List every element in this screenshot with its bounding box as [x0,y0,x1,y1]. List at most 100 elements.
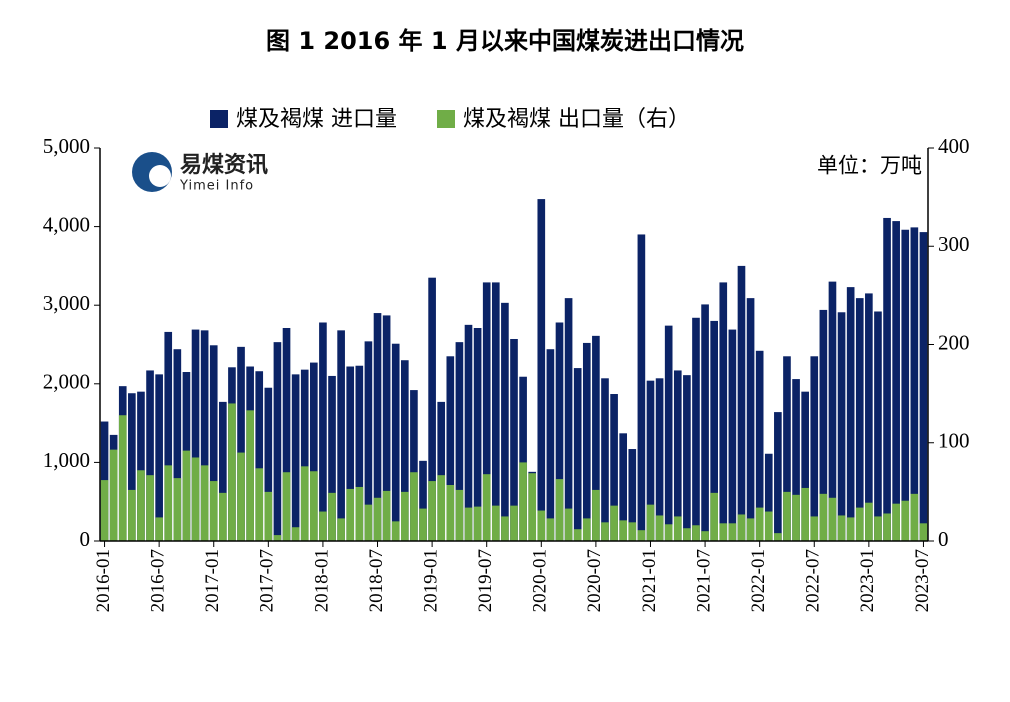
bar [892,221,900,541]
bar [146,370,154,541]
bar [100,480,109,541]
bar [491,505,500,541]
bar [692,525,700,541]
bar [273,535,282,541]
bar [610,394,618,541]
bar [400,491,409,541]
bar [482,474,491,541]
bar [719,523,728,541]
x-tick-label: 2023-07 [912,549,933,612]
bar [419,508,427,541]
y2-tick-label: 400 [938,134,970,158]
bar [564,298,573,541]
bar [537,199,546,541]
bar [783,491,791,541]
bar [173,349,182,541]
bar [464,507,473,541]
bar [664,325,673,541]
bar [237,346,245,541]
bar [919,232,928,542]
bar [692,317,700,541]
bar [382,315,391,541]
x-tick-label: 2020-07 [584,549,605,612]
bar [219,492,227,541]
bar [246,410,254,541]
bar [519,462,527,541]
bar [874,311,882,541]
bar [919,523,928,541]
bar [573,368,582,541]
bar [774,412,782,541]
bar [255,468,264,541]
y-tick-label: 3,000 [43,291,90,315]
bar [137,391,145,541]
bar [592,335,600,541]
bar [164,465,173,541]
bar [428,277,436,541]
bar [264,387,273,541]
x-tick-label: 2018-01 [311,549,332,612]
bar [337,518,345,541]
x-tick-label: 2019-01 [420,549,441,612]
bar [728,329,737,541]
bar [237,452,245,541]
chart-title: 图 1 2016 年 1 月以来中国煤炭进出口情况 [266,27,744,55]
bar [883,513,891,541]
bar [510,505,518,541]
y-tick-label: 2,000 [43,370,90,394]
bar [655,378,664,541]
x-tick-label: 2023-01 [857,549,878,612]
bar [855,298,864,541]
bar [228,403,236,541]
bar [501,516,509,541]
bar [810,356,819,541]
bar [910,227,919,542]
bar [555,322,564,541]
bar [491,282,500,541]
bar [728,523,737,541]
bar [282,472,291,541]
bar [501,302,509,541]
bar [382,490,391,541]
x-tick-label: 2021-07 [693,549,714,612]
x-tick-label: 2017-07 [257,549,278,612]
bar [646,504,655,541]
bar [446,484,455,541]
bar [373,497,382,541]
bar [582,518,591,541]
x-tick-label: 2022-01 [748,549,769,612]
y-tick-label: 5,000 [43,134,90,158]
bar [673,370,682,541]
bar [628,522,637,541]
logo-icon [149,165,171,187]
bar [337,330,345,541]
x-tick-label: 2022-07 [803,549,824,612]
bar [865,502,873,541]
bar [619,433,628,541]
bar [282,327,291,541]
x-tick-label: 2021-01 [639,549,660,612]
bar [519,376,527,541]
bar [628,449,637,541]
bar [592,489,600,541]
bar [428,481,436,541]
bar [846,287,855,541]
bar [419,460,427,541]
bar [801,487,809,541]
bar [582,342,591,541]
bar [346,488,355,541]
bar [109,449,118,541]
y2-tick-label: 0 [938,527,949,551]
bar [300,369,309,541]
bar [264,491,273,541]
bar [746,518,755,541]
bar [482,282,491,541]
bar [573,529,582,541]
unit-note: 单位：万吨 [817,154,922,178]
bar [473,327,482,541]
bar [810,516,819,541]
x-tick-label: 2020-01 [530,549,551,612]
bar [837,312,846,541]
bar [328,492,336,541]
